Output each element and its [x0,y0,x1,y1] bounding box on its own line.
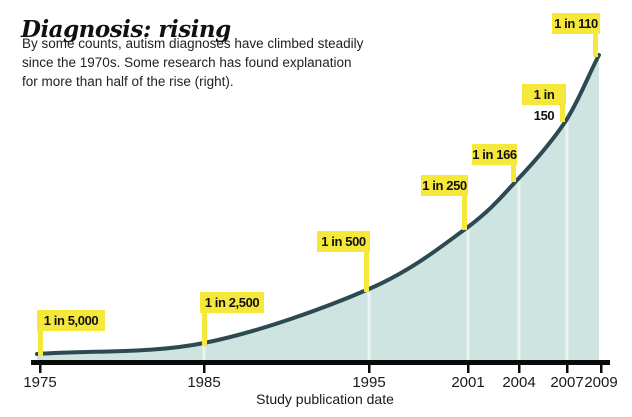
x-tick-label-1975: 1975 [23,374,57,391]
tick-1985 [203,364,206,373]
tick-2009 [600,364,603,373]
callout-leg-2009 [593,33,598,57]
chart-description: By some counts, autism diagnoses have cl… [22,34,363,91]
description-line-3: for more than half of the rise (right). [22,74,234,89]
callout-leg-1995 [364,251,369,292]
callout-1-in-110: 1 in 110 [552,13,600,34]
callout-leg-2001 [462,195,467,230]
x-tick-label-2001: 2001 [451,374,485,391]
tick-1995 [368,364,371,373]
tick-1975 [39,364,42,373]
x-tick-label-1995: 1995 [352,374,386,391]
callout-1-in-5000: 1 in 5,000 [37,310,105,331]
x-axis-title: Study publication date [256,391,394,407]
callout-1-in-500: 1 in 500 [317,231,370,252]
page-title: Diagnosis: rising [21,16,231,44]
x-tick-label-2007: 2007 [550,374,584,391]
callout-leg-1985 [202,313,207,346]
x-tick-label-2004: 2004 [502,374,536,391]
area-fill [37,55,599,362]
callout-leg-2004 [511,164,516,182]
description-line-2: since the 1970s. Some research has found… [22,55,352,70]
tick-2001 [467,364,470,373]
callout-leg-1975 [38,331,43,356]
x-axis-ticks [39,364,603,373]
callout-1-in-250: 1 in 250 [421,175,468,196]
tick-2004 [518,364,521,373]
callout-1-in-2500: 1 in 2,500 [200,292,264,313]
vertical-gridlines [202,122,569,360]
callout-1-in-166: 1 in 166 [472,144,517,165]
callout-leg-2007 [560,104,565,122]
x-tick-label-1985: 1985 [187,374,221,391]
tick-2007 [566,364,569,373]
callout-1-in-150: 1 in 150 [522,84,566,123]
description-line-1: By some counts, autism diagnoses have cl… [22,36,364,51]
trend-line [35,53,601,356]
x-axis-line [31,360,610,365]
x-tick-label-2009: 2009 [584,374,618,391]
